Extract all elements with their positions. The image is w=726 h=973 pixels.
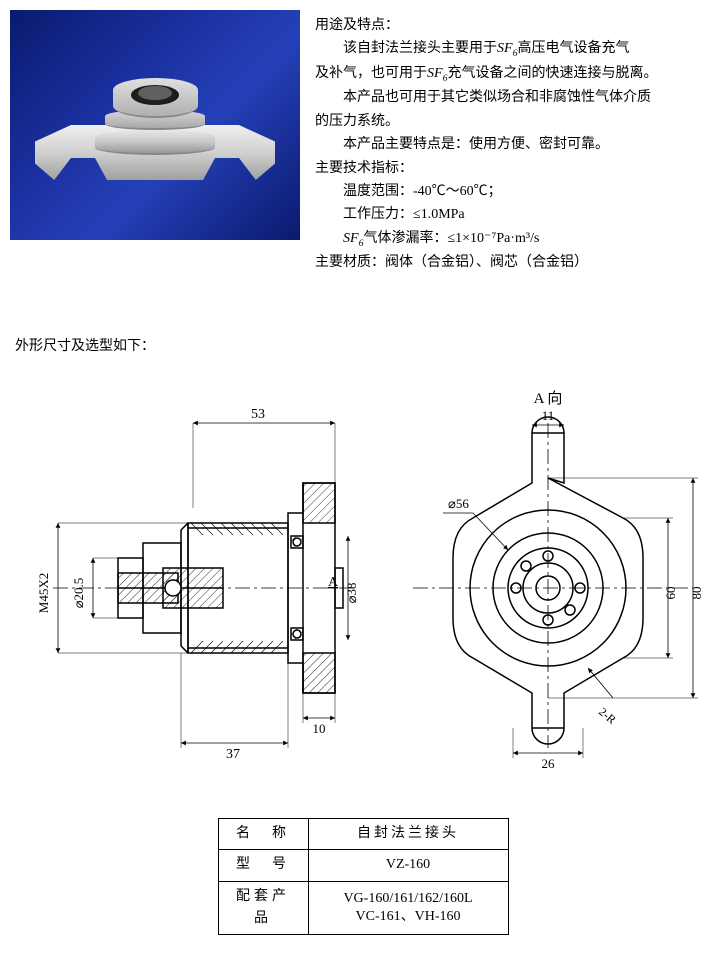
table-model-value: VZ-160 [308, 850, 508, 881]
usage-heading: 用途及特点： [315, 15, 716, 37]
usage-p1: 该自封法兰接头主要用于SF6高压电气设备充气 [315, 38, 716, 61]
usage-p3: 本产品也可用于其它类似场合和非腐蚀性气体介质 [315, 87, 716, 109]
engineering-drawing: 53 [13, 378, 713, 798]
spec-leak: SF6气体渗漏率：≤1×10⁻⁷Pa·m³/s [315, 228, 716, 251]
svg-text:M45X2: M45X2 [36, 573, 51, 613]
spec-pressure: 工作压力：≤1.0MPa [315, 204, 716, 226]
svg-text:⌀38: ⌀38 [344, 583, 359, 604]
table-model-label: 型 号 [218, 850, 308, 881]
svg-text:53: 53 [251, 407, 265, 422]
table-name-value: 自封法兰接头 [308, 818, 508, 849]
svg-text:26: 26 [542, 756, 556, 771]
svg-text:37: 37 [226, 747, 240, 762]
svg-text:60: 60 [663, 586, 678, 599]
svg-text:2-R: 2-R [596, 704, 619, 726]
svg-text:⌀20.5: ⌀20.5 [71, 578, 86, 609]
usage-p2: 及补气，也可用于SF6充气设备之间的快速连接与脱离。 [315, 63, 716, 86]
product-photo [10, 10, 300, 240]
svg-text:80: 80 [689, 586, 704, 599]
svg-text:A 向: A 向 [534, 390, 563, 407]
dimensions-heading: 外形尺寸及选型如下： [0, 286, 726, 368]
usage-p4: 的压力系统。 [315, 111, 716, 133]
spec-heading: 主要技术指标： [315, 158, 716, 180]
svg-text:⌀56: ⌀56 [448, 496, 469, 511]
table-compat-value: VG-160/161/162/160LVC-161、VH-160 [308, 881, 508, 935]
svg-text:11: 11 [542, 408, 555, 423]
table-compat-label: 配套产品 [218, 881, 308, 935]
spec-temp: 温度范围：-40℃～60℃； [315, 181, 716, 203]
svg-text:A: A [328, 575, 339, 590]
spec-table: 名 称 自封法兰接头 型 号 VZ-160 配套产品 VG-160/161/16… [218, 818, 509, 936]
description-text: 用途及特点： 该自封法兰接头主要用于SF6高压电气设备充气 及补气，也可用于SF… [315, 10, 716, 276]
table-name-label: 名 称 [218, 818, 308, 849]
svg-text:10: 10 [313, 721, 326, 736]
material: 主要材质：阀体（合金铝）、阀芯（合金铝） [315, 252, 716, 274]
usage-p5: 本产品主要特点是：使用方便、密封可靠。 [315, 134, 716, 156]
